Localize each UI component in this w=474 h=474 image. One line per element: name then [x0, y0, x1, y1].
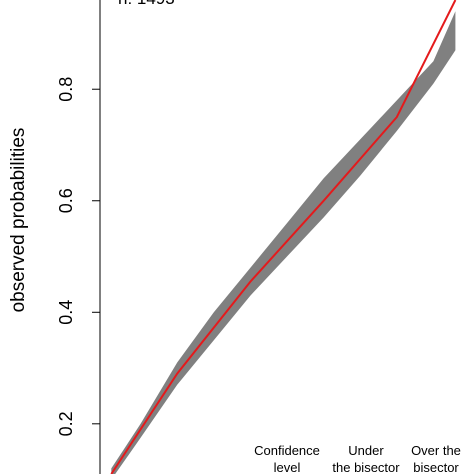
- legend: Confidence level Under the bisector Over the…: [254, 443, 461, 474]
- legend-label: bisector: [413, 460, 459, 474]
- y-tick-label: 0.4: [56, 300, 76, 325]
- y-tick-label: 0.8: [56, 77, 76, 102]
- plot-layer: [110, 0, 457, 474]
- y-tick-label: 0.6: [56, 188, 76, 213]
- legend-label: Under: [348, 443, 384, 458]
- corner-label: n: 1493: [118, 0, 175, 8]
- legend-label: Over the: [411, 443, 461, 458]
- y-axis-title: observed probabilities: [8, 128, 29, 313]
- y-axis: 0.2 0.4 0.6 0.8: [56, 0, 101, 474]
- legend-label: the bisector: [332, 460, 400, 474]
- calibration-curve: [110, 0, 457, 474]
- legend-label: level: [274, 460, 301, 474]
- confidence-band: [111, 11, 456, 474]
- legend-label: Confidence: [254, 443, 320, 458]
- y-tick-label: 0.2: [56, 411, 76, 436]
